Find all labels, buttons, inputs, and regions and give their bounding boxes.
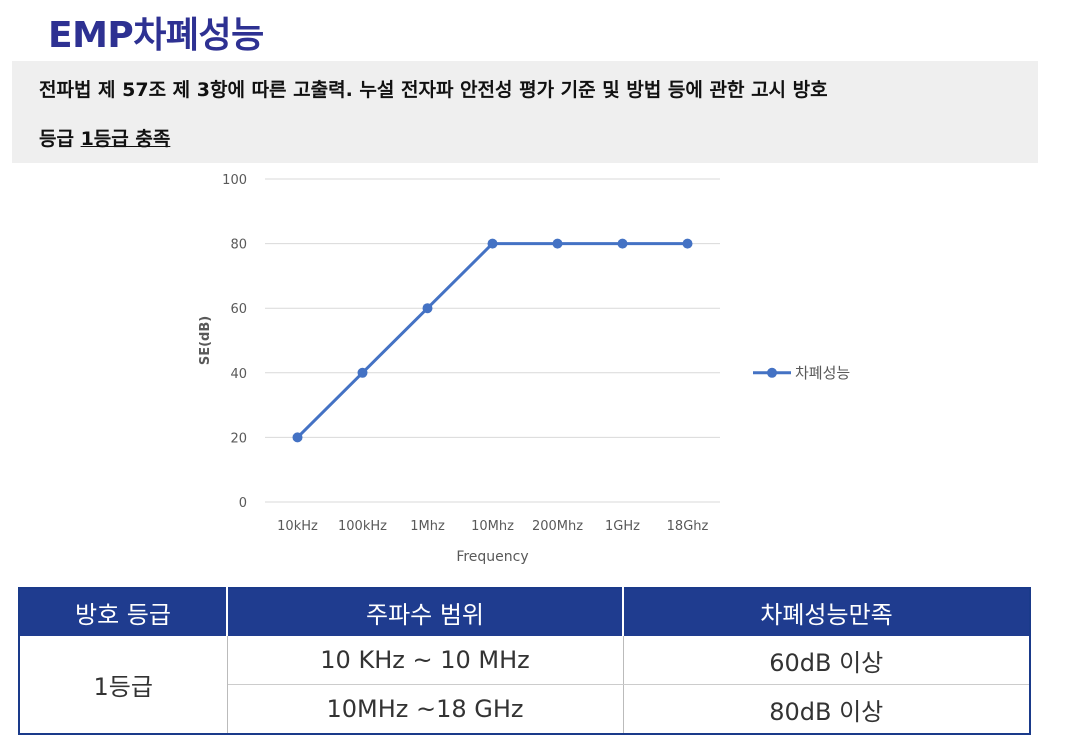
y-tick-label: 0 (239, 496, 247, 511)
data-point (682, 238, 693, 249)
performance-cell: 80dB 이상 (623, 684, 1030, 735)
range-cell: 10 KHz ~ 10 MHz (227, 636, 624, 685)
data-point (357, 367, 368, 378)
chart-svg: 0 20 40 60 80 100 10kHz 100kHz 1Mhz 10Mhz 200Mhz 1G… (198, 173, 850, 565)
y-tick-label: 60 (230, 302, 247, 317)
notice-line-2: 등급 1등급 충족 (39, 124, 170, 151)
header-frequency-range: 주파수 범위 (227, 588, 624, 636)
y-axis-label: SE(dB) (198, 316, 213, 365)
table-header-row: 방호 등급 주파수 범위 차폐성능만족 (19, 588, 1030, 636)
x-tick-label: 10kHz (277, 519, 318, 534)
header-grade: 방호 등급 (19, 588, 228, 636)
notice-box: 전파법 제 57조 제 3항에 따른 고출력. 누설 전자파 안전성 평가 기준… (12, 61, 1038, 163)
y-tick-label: 20 (230, 431, 247, 446)
header-shielding-performance: 차폐성능만족 (623, 588, 1030, 636)
data-point (292, 432, 303, 443)
notice-grade-emphasis: 1등급 충족 (80, 128, 171, 150)
legend-marker (767, 367, 777, 378)
range-cell: 10MHz ~18 GHz (227, 684, 624, 735)
notice-line-2-prefix: 등급 (39, 128, 81, 150)
page-title: EMP차폐성능 (48, 15, 264, 56)
notice-line-1: 전파법 제 57조 제 3항에 따른 고출력. 누설 전자파 안전성 평가 기준… (39, 79, 828, 101)
data-point (487, 238, 498, 249)
x-tick-label: 18Ghz (667, 519, 709, 534)
table-row: 1등급 10 KHz ~ 10 MHz 60dB 이상 (19, 636, 1030, 735)
emp-chart: 0 20 40 60 80 100 10kHz 100kHz 1Mhz 10Mhz 200Mhz 1G… (180, 163, 900, 573)
grade-table: 방호 등급 주파수 범위 차폐성능만족 1등급 10 KHz ~ 10 MHz … (18, 587, 1031, 735)
y-tick-label: 80 (230, 238, 247, 253)
x-axis-label: Frequency (456, 549, 528, 565)
legend-label: 차폐성능 (795, 364, 850, 382)
x-tick-label: 1GHz (605, 519, 640, 534)
x-tick-label: 200Mhz (532, 519, 583, 534)
x-tick-label: 100kHz (338, 519, 387, 534)
data-point (552, 238, 563, 249)
x-tick-label: 10Mhz (471, 519, 514, 534)
grade-cell: 1등급 (19, 636, 228, 735)
table-row: 10MHz ~18 GHz 80dB 이상 (19, 684, 1030, 735)
data-point (422, 303, 433, 314)
series-line (296, 242, 688, 439)
y-tick-label: 100 (222, 173, 247, 188)
x-tick-label: 1Mhz (410, 519, 445, 534)
y-tick-label: 40 (230, 367, 247, 382)
data-point (617, 238, 628, 249)
performance-cell: 60dB 이상 (623, 636, 1030, 685)
